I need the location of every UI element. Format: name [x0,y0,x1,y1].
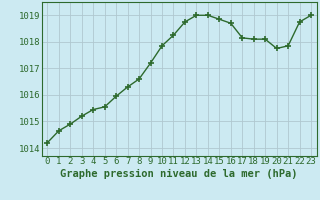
X-axis label: Graphe pression niveau de la mer (hPa): Graphe pression niveau de la mer (hPa) [60,169,298,179]
